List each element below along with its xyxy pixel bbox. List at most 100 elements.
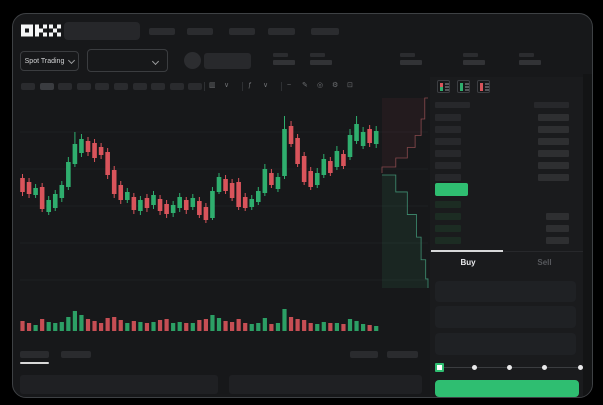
depth-bid-area [382,175,428,288]
depth-ask-area [382,98,428,173]
bottom-tab-right[interactable] [387,351,418,358]
volume-bar [105,318,110,331]
toolbar-divider [204,82,205,91]
volume-bar [347,319,353,331]
timeframe-button[interactable] [77,83,91,90]
candle-body [177,197,182,208]
timeframe-button[interactable] [21,83,35,90]
candle-body [223,179,228,191]
candle-body [367,129,372,143]
bid-row-amount [546,213,569,220]
settings-icon[interactable]: ⚙ [332,82,339,89]
logo-block [21,24,25,29]
icon-line [485,86,489,88]
candle-body [39,187,45,209]
volume-bar [40,319,45,331]
bottom-tab[interactable] [61,351,91,358]
candle-body [282,129,287,176]
volume-bar [354,321,359,331]
volume-bar [171,323,176,331]
pair-selector-dropdown[interactable] [87,49,168,72]
snapshot-icon[interactable]: ◎ [317,82,324,89]
candle-body [249,199,255,207]
trading-mode-dropdown[interactable]: Spot Trading [20,51,79,71]
slider-stop[interactable] [507,365,512,370]
volume-bar [112,317,117,331]
bid-row-price [435,213,461,220]
order-form-field[interactable] [435,306,576,328]
timeframe-button[interactable] [114,83,128,90]
expand-icon[interactable]: ⊡ [347,82,353,89]
nav-item[interactable] [187,28,213,35]
tab-buy[interactable]: Buy [460,258,476,267]
bottom-tab-right[interactable] [350,351,378,358]
candle-body [197,201,202,215]
buy-submit-button[interactable] [435,380,579,397]
order-form-field[interactable] [435,333,576,355]
nav-item[interactable] [229,28,255,35]
volume-bar [302,320,307,331]
volume-bar [308,323,313,331]
book-both-icon[interactable] [437,80,450,93]
order-form-field[interactable] [435,281,576,302]
icon-line [445,86,449,88]
indicators-icon[interactable]: ƒ [248,82,252,89]
line-type-icon[interactable]: ~ [287,82,292,89]
bottom-tab[interactable] [20,351,49,358]
book-bids-icon[interactable] [457,80,470,93]
chevron-down-icon[interactable]: ∨ [263,82,269,89]
bid-row-price [435,225,461,232]
ask-row-amount [538,126,569,133]
candle-body [20,178,25,192]
candle-body [242,197,248,208]
volume-bar [249,324,254,331]
timeframe-button[interactable] [151,83,165,90]
slider-handle[interactable] [434,363,444,372]
ask-row-amount [538,150,569,157]
candle-body [236,182,241,207]
volume-bar [328,323,333,331]
timeframe-button[interactable] [58,83,72,90]
slider-stop[interactable] [542,365,548,370]
draw-icon[interactable]: ✎ [302,82,308,89]
slider-stop[interactable] [471,365,477,370]
volume-bar [46,322,51,331]
timeframe-button[interactable] [170,83,184,90]
logo-block [29,24,33,29]
nav-item[interactable] [268,28,295,35]
volume-bar [26,323,32,331]
nav-item[interactable] [149,28,175,35]
ask-row-price [435,126,461,133]
slider-stop[interactable] [577,365,583,370]
icon-line [485,89,489,91]
book-asks-icon[interactable] [477,80,490,93]
candle-body [269,173,274,185]
tab-sell[interactable]: Sell [537,258,552,267]
search-input[interactable] [64,22,140,40]
stat-value-placeholder [273,60,295,65]
chevron-down-icon[interactable]: ∨ [224,82,230,89]
logo-block [53,28,57,33]
stat-label-placeholder [273,53,288,57]
volume-bar [144,323,150,331]
logo-block [35,24,39,29]
timeframe-button[interactable] [188,83,202,90]
price-chart[interactable] [13,14,593,398]
candle-body [354,124,359,141]
ask-row-price [435,174,461,181]
okx-app-window: Spot Trading ▥ ∨ ƒ ∨ ~ ✎ ◎ ⚙ ⊡ Buy Sell [12,13,593,398]
logo-block [21,28,25,33]
nav-item[interactable] [311,28,339,35]
okx-logo-icon[interactable] [21,24,61,37]
candle-body [26,182,32,194]
candle-style-icon[interactable]: ▥ [209,82,216,89]
logo-block [49,24,53,29]
timeframe-button[interactable] [133,83,147,90]
timeframe-button[interactable] [40,83,54,90]
candle-body [183,200,189,210]
volume-bar [20,321,25,331]
timeframe-button[interactable] [95,83,109,90]
candle-body [164,204,169,214]
icon-side-bar [460,83,463,91]
icon-line [485,83,489,85]
